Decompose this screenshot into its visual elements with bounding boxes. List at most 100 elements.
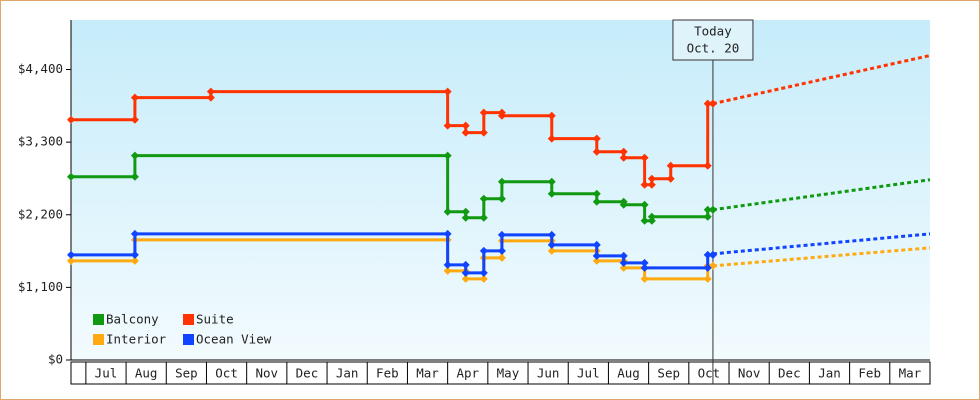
marker xyxy=(703,250,712,259)
marker xyxy=(479,274,488,283)
marker xyxy=(443,260,452,269)
marker xyxy=(640,153,649,162)
x-tick-label: Jan xyxy=(818,366,841,381)
x-tick-label: Jul xyxy=(95,366,118,381)
marker xyxy=(479,213,488,222)
marker xyxy=(497,246,506,255)
marker xyxy=(547,246,556,255)
marker xyxy=(666,174,675,183)
marker xyxy=(206,87,215,96)
marker xyxy=(461,207,470,216)
projection-line xyxy=(712,54,931,106)
marker xyxy=(547,177,556,186)
x-tick-label: Dec xyxy=(778,366,801,381)
today-label: Oct. 20 xyxy=(687,41,740,56)
x-tick-label: Oct xyxy=(215,366,238,381)
marker xyxy=(461,260,470,269)
x-tick-label: Apr xyxy=(456,366,479,381)
marker xyxy=(130,229,139,238)
marker xyxy=(497,194,506,203)
x-tick-label: Mar xyxy=(899,366,922,381)
marker xyxy=(130,115,139,124)
marker xyxy=(479,246,488,255)
marker xyxy=(592,256,601,265)
marker xyxy=(647,212,656,221)
marker xyxy=(619,251,628,260)
marker xyxy=(443,229,452,238)
marker xyxy=(619,258,628,267)
marker xyxy=(130,172,139,181)
projection-line xyxy=(712,246,931,268)
x-tick-label: Oct xyxy=(698,366,721,381)
legend-label: Suite xyxy=(196,312,234,327)
marker xyxy=(130,256,139,265)
marker xyxy=(547,240,556,249)
marker xyxy=(640,258,649,267)
marker xyxy=(547,134,556,143)
legend-label: Balcony xyxy=(106,312,159,327)
marker xyxy=(547,230,556,239)
marker xyxy=(479,268,488,277)
x-tick-label: Dec xyxy=(296,366,319,381)
marker xyxy=(619,200,628,209)
marker xyxy=(461,213,470,222)
marker xyxy=(703,274,712,283)
marker xyxy=(703,212,712,221)
marker xyxy=(130,93,139,102)
x-tick-label: Aug xyxy=(617,366,640,381)
marker xyxy=(703,161,712,170)
marker xyxy=(479,194,488,203)
marker xyxy=(67,172,75,181)
marker xyxy=(206,93,215,102)
marker xyxy=(497,230,506,239)
projection-line xyxy=(712,232,931,256)
marker xyxy=(640,200,649,209)
legend-label: Ocean View xyxy=(196,332,272,347)
marker xyxy=(703,99,712,108)
marker xyxy=(130,250,139,259)
legend-label: Interior xyxy=(106,332,167,347)
today-box xyxy=(672,19,754,61)
x-axis-band xyxy=(70,361,931,385)
marker xyxy=(443,266,452,275)
marker xyxy=(67,256,75,265)
marker xyxy=(479,128,488,137)
marker xyxy=(640,180,649,189)
marker xyxy=(443,121,452,130)
marker xyxy=(497,111,506,120)
marker xyxy=(647,180,656,189)
y-tick-label: $1,100 xyxy=(18,279,63,294)
x-tick-label: Mar xyxy=(416,366,439,381)
x-tick-label: Jul xyxy=(577,366,600,381)
marker xyxy=(67,115,75,124)
x-tick-label: Feb xyxy=(858,366,881,381)
legend-swatch xyxy=(183,334,194,345)
x-tick-label: Aug xyxy=(135,366,158,381)
x-tick-label: Jun xyxy=(537,366,560,381)
marker xyxy=(497,177,506,186)
x-tick-label: May xyxy=(497,366,520,381)
y-tick-label: $3,300 xyxy=(18,134,63,149)
marker xyxy=(461,121,470,130)
marker xyxy=(647,174,656,183)
marker xyxy=(703,263,712,272)
marker xyxy=(130,151,139,160)
marker xyxy=(461,128,470,137)
y-tick-label: $4,400 xyxy=(18,61,63,76)
marker xyxy=(497,253,506,262)
marker xyxy=(592,240,601,249)
marker xyxy=(640,274,649,283)
marker xyxy=(640,263,649,272)
legend-swatch xyxy=(93,314,104,325)
x-tick-label: Feb xyxy=(376,366,399,381)
marker xyxy=(592,134,601,143)
marker xyxy=(619,263,628,272)
y-tick-label: $0 xyxy=(48,352,63,367)
marker xyxy=(666,161,675,170)
marker xyxy=(443,207,452,216)
marker xyxy=(592,251,601,260)
marker xyxy=(547,189,556,198)
y-tick-label: $2,200 xyxy=(18,206,63,221)
x-tick-label: Jan xyxy=(336,366,359,381)
